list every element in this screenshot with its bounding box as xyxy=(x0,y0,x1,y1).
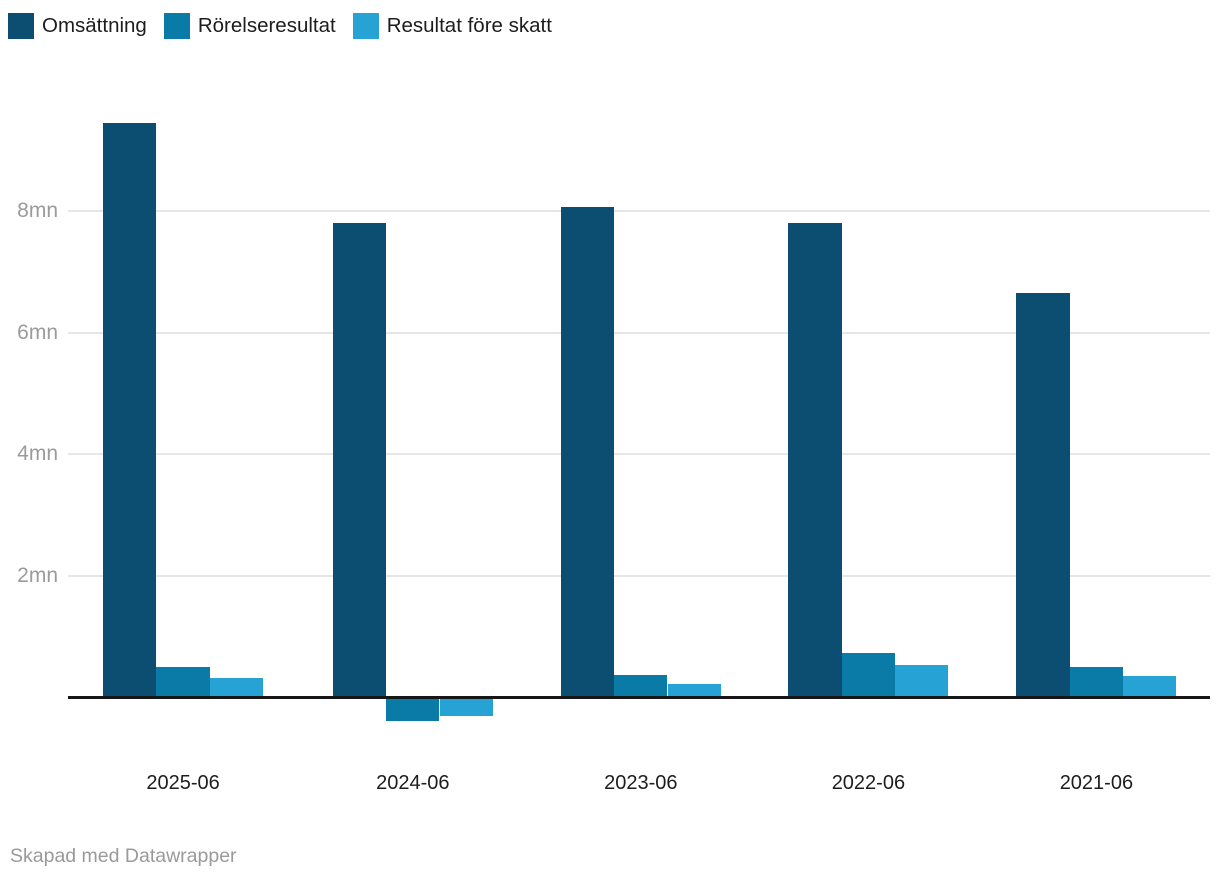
gridline xyxy=(68,331,1210,334)
bar-2021-06-resultat-f-re-skatt[interactable] xyxy=(1123,675,1177,697)
datawrapper-credit: Skapad med Datawrapper xyxy=(10,845,237,867)
gridline xyxy=(68,574,1210,577)
bar-2022-06-oms-ttning[interactable] xyxy=(788,222,842,697)
y-tick-label: 6mn xyxy=(17,320,58,344)
x-category-label: 2023-06 xyxy=(604,772,678,794)
gridline xyxy=(68,453,1210,455)
bar-2024-06-oms-ttning[interactable] xyxy=(332,223,387,697)
legend-label: Omsättning xyxy=(42,14,147,37)
legend-swatch-icon xyxy=(163,13,190,39)
legend-label: Resultat före skatt xyxy=(386,14,552,37)
bar-2021-06-r-relseresultat[interactable] xyxy=(1069,666,1124,697)
bar-2025-06-r-relseresultat[interactable] xyxy=(156,666,210,697)
legend-item: Resultat före skatt xyxy=(352,13,552,39)
bar-2025-06-oms-ttning[interactable] xyxy=(103,122,157,697)
legend-swatch-icon xyxy=(8,13,34,39)
bar-2022-06-resultat-f-re-skatt[interactable] xyxy=(895,665,949,697)
bar-2024-06-r-relseresultat[interactable] xyxy=(386,698,440,722)
x-category-label: 2024-06 xyxy=(376,772,450,794)
y-tick-label: 4mn xyxy=(17,442,58,465)
gridline xyxy=(68,210,1210,212)
bar-2025-06-resultat-f-re-skatt[interactable] xyxy=(209,677,264,697)
x-category-label: 2022-06 xyxy=(831,772,906,794)
y-tick-label: 2mn xyxy=(17,563,58,587)
chart-legend: Omsättning Rörelseresultat Resultat före s… xyxy=(8,13,569,39)
y-tick-label: 8mn xyxy=(17,199,58,222)
x-category-label: 2025-06 xyxy=(146,772,220,794)
legend-label: Rörelseresultat xyxy=(197,14,336,37)
x-category-label: 2021-06 xyxy=(1059,772,1134,794)
bar-2022-06-r-relseresultat[interactable] xyxy=(841,653,896,697)
bar-2023-06-resultat-f-re-skatt[interactable] xyxy=(667,683,721,697)
bar-2024-06-resultat-f-re-skatt[interactable] xyxy=(439,698,493,717)
bar-2021-06-oms-ttning[interactable] xyxy=(1016,293,1070,697)
bar-2023-06-oms-ttning[interactable] xyxy=(560,207,615,697)
legend-item: Rörelseresultat xyxy=(163,13,336,39)
legend-swatch-icon xyxy=(352,13,379,39)
bar-2023-06-r-relseresultat[interactable] xyxy=(614,674,668,697)
x-axis-baseline xyxy=(68,695,1210,699)
legend-item: Omsättning xyxy=(8,13,147,39)
